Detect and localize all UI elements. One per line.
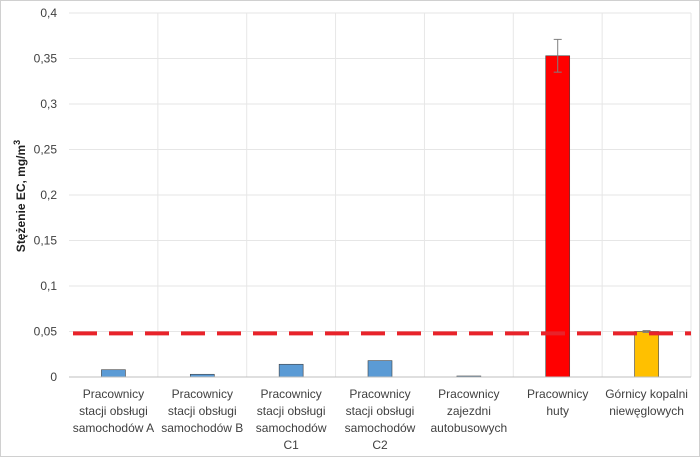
category-label: Pracownicy stacji obsługi samochodów B [161, 387, 243, 435]
y-tick-label: 0,3 [40, 97, 57, 111]
category-label: Pracownicy stacji obsługi samochodów C2 [345, 387, 416, 452]
y-tick-label: 0,4 [40, 6, 57, 20]
bar [634, 331, 659, 378]
category-label: Pracownicy stacji obsługi samochodów C1 [256, 387, 327, 452]
y-tick-label: 0,05 [34, 325, 58, 339]
bar [278, 363, 304, 378]
y-tick-labels: 0 0,05 0,1 0,15 0,2 0,25 0,3 0,35 0,4 [34, 6, 58, 384]
category-label: Pracownicy huty [527, 387, 588, 418]
y-tick-label: 0 [50, 370, 57, 384]
category-label: Pracownicy zajezdni autobusowych [430, 387, 507, 435]
y-axis-label: Stężenie EC, mg/m3 [12, 140, 28, 252]
error-bars [553, 38, 651, 333]
y-tick-label: 0,1 [40, 279, 57, 293]
grid [69, 12, 692, 377]
y-tick-label: 0,15 [34, 234, 58, 248]
bar [545, 55, 571, 378]
category-label: Pracownicy stacji obsługi samochodów A [73, 387, 154, 435]
bars [101, 55, 659, 378]
y-tick-label: 0,25 [34, 143, 58, 157]
y-tick-label: 0,35 [34, 52, 58, 66]
y-tick-label: 0,2 [40, 188, 57, 202]
category-labels: Pracownicy stacji obsługi samochodów APrac… [73, 387, 688, 452]
bar [101, 369, 126, 378]
category-label: Górnicy kopalni niewęglowych [605, 387, 688, 418]
bar [367, 360, 393, 378]
